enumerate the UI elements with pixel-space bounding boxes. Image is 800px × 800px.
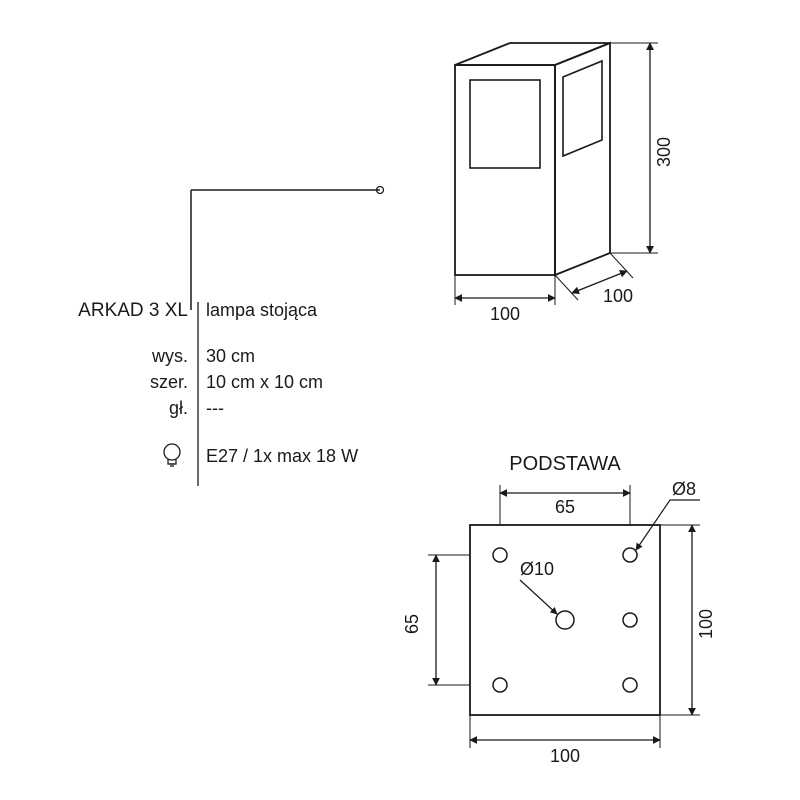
product-name: ARKAD 3 XL bbox=[78, 300, 188, 321]
spec-depth-value: --- bbox=[206, 398, 224, 418]
product-type: lampa stojąca bbox=[206, 300, 318, 320]
spec-height-value: 30 cm bbox=[206, 346, 255, 366]
spec-height-label: wys. bbox=[151, 346, 188, 366]
base-v-spacing: 65 bbox=[402, 614, 422, 634]
corner-hole-dia: Ø8 bbox=[672, 479, 696, 499]
spec-depth-label: gł. bbox=[169, 398, 188, 418]
elev-front-width: 100 bbox=[490, 304, 520, 324]
spec-width-label: szer. bbox=[150, 372, 188, 392]
base-title: PODSTAWA bbox=[509, 453, 621, 475]
base-plan: PODSTAWA 65 65 100 100 Ø10 bbox=[402, 453, 716, 766]
spec-bulb-value: E27 / 1x max 18 W bbox=[206, 446, 358, 466]
base-width: 100 bbox=[550, 746, 580, 766]
base-height: 100 bbox=[696, 609, 716, 639]
bulb-icon bbox=[164, 444, 180, 466]
spec-table: ARKAD 3 XL lampa stojąca wys. 30 cm szer… bbox=[78, 187, 383, 487]
elev-side-depth: 100 bbox=[603, 286, 633, 306]
center-hole-dia: Ø10 bbox=[520, 559, 554, 579]
spec-width-value: 10 cm x 10 cm bbox=[206, 372, 323, 392]
base-h-spacing: 65 bbox=[555, 497, 575, 517]
elev-height: 300 bbox=[654, 137, 674, 167]
elevation-view: 100 100 300 bbox=[455, 43, 674, 324]
